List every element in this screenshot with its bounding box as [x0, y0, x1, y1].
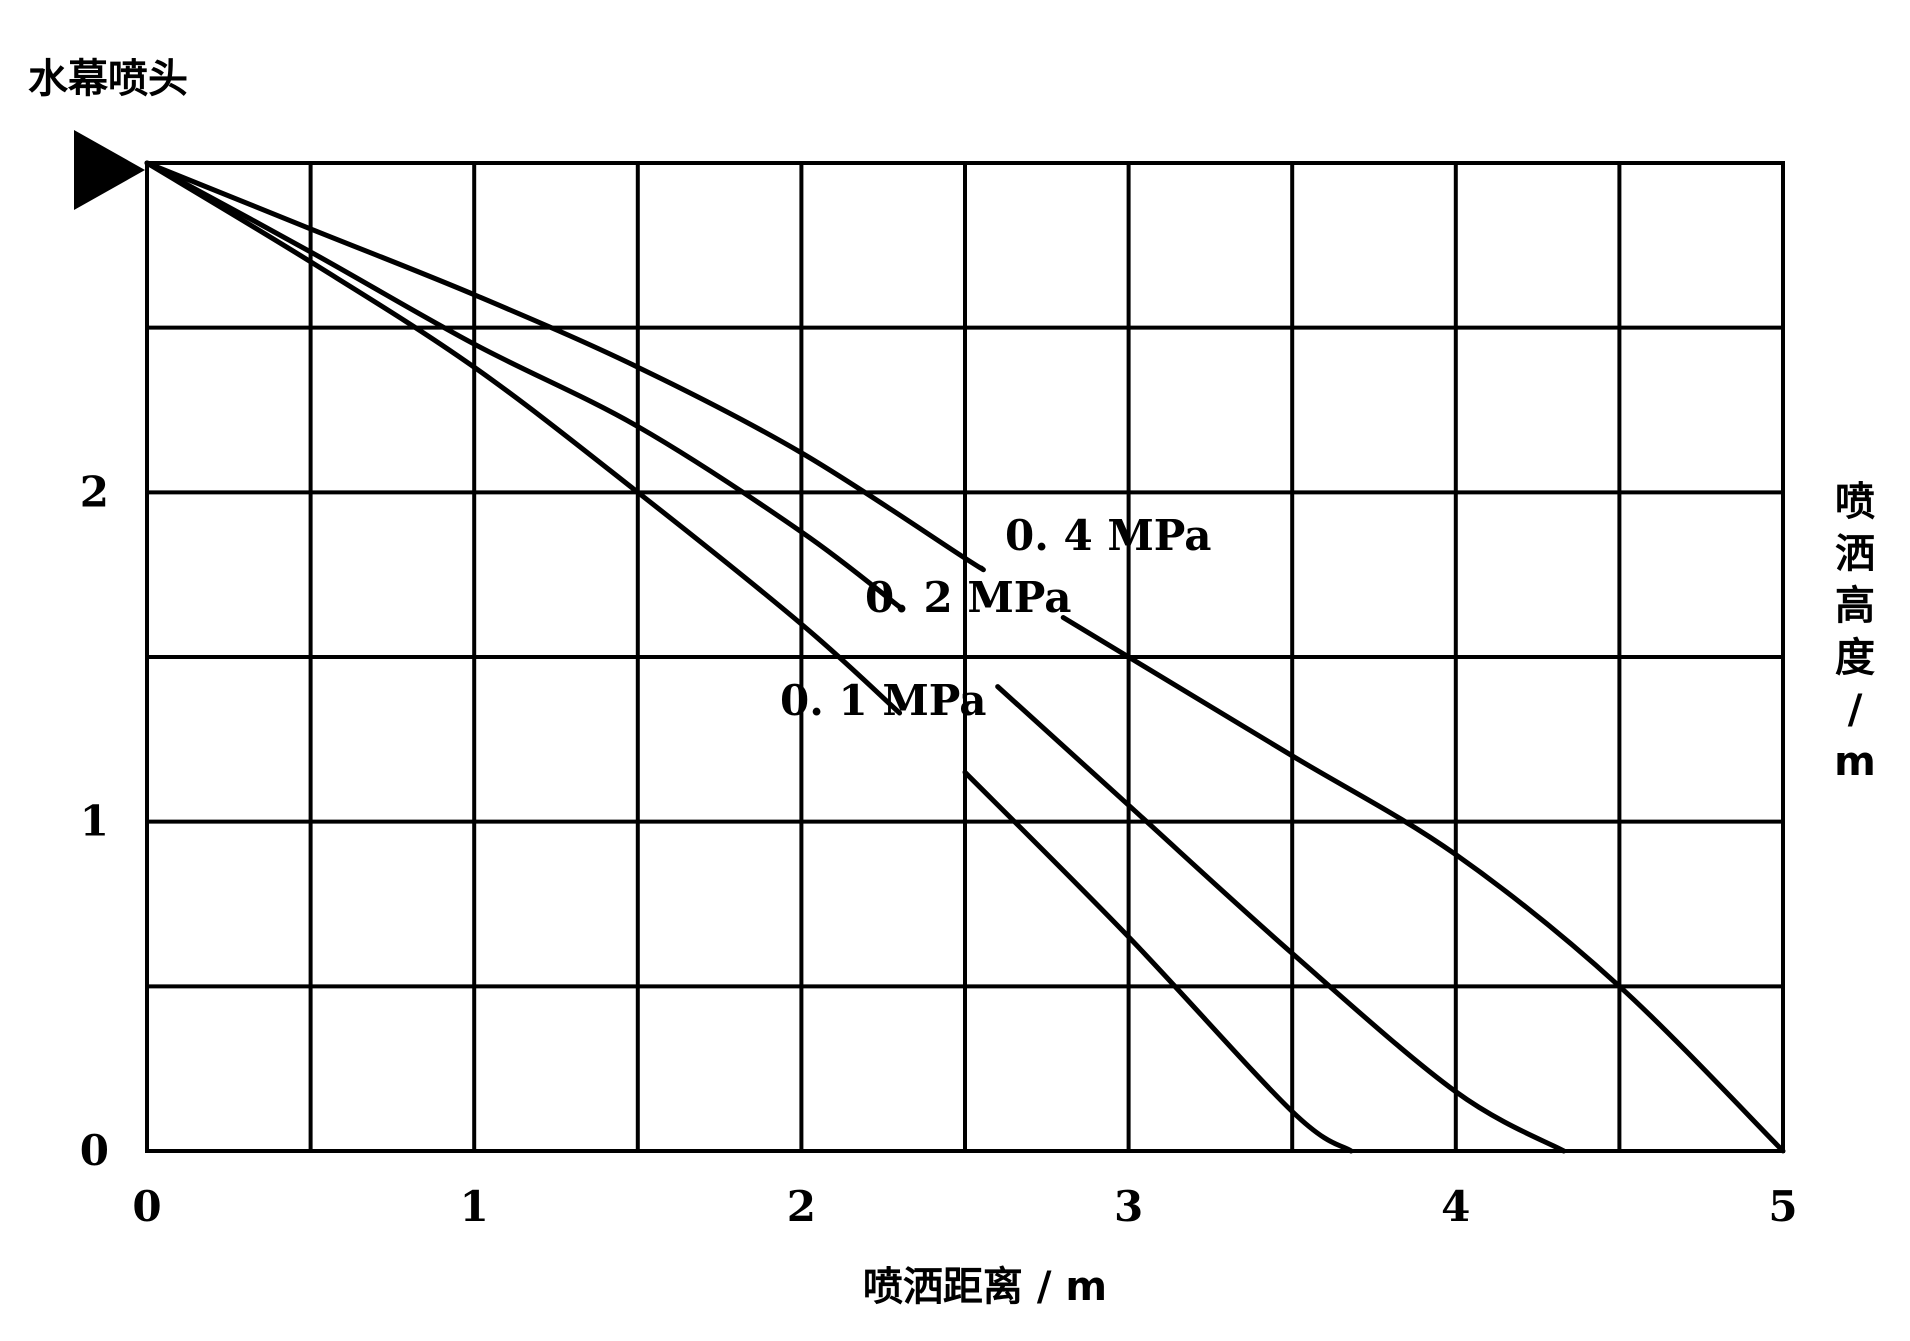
y-tick-label: 2: [80, 467, 109, 516]
series-line-segment: [995, 684, 1567, 1154]
series-line-segment: [1060, 615, 1786, 1154]
y-tick-label: 1: [80, 797, 109, 846]
curve-layer: [144, 160, 1786, 1154]
label-layer: 0. 4 MPa 0. 2 MPa 0. 1 MPa: [780, 511, 1211, 725]
x-tick-label: 4: [1441, 1182, 1470, 1231]
y-axis-label-char: 喷: [1835, 479, 1875, 525]
nozzle-label: 水幕喷头: [28, 56, 188, 102]
nozzle-icon: [74, 130, 145, 210]
y-axis-label-char: 度: [1835, 635, 1875, 681]
x-tick-label: 2: [787, 1182, 816, 1231]
series-line-segment: [144, 160, 986, 573]
x-tick-label: 5: [1768, 1182, 1797, 1231]
series-line-segment: [962, 769, 1354, 1154]
series-label: 0. 4 MPa: [1005, 511, 1211, 560]
x-tick-label: 3: [1114, 1182, 1143, 1231]
tick-layer: 0123450123: [80, 138, 1798, 1231]
y-axis-label-char: 高: [1835, 583, 1875, 629]
y-tick-label: 0: [80, 1126, 109, 1175]
x-tick-label: 0: [132, 1182, 161, 1231]
series-line-segment: [144, 160, 903, 610]
series-label: 0. 2 MPa: [865, 573, 1071, 622]
y-axis-label-char: m: [1834, 739, 1876, 785]
series-line-segment: [144, 160, 903, 716]
x-axis-label: 喷洒距离 / m: [863, 1264, 1107, 1310]
plot-frame: [145, 161, 1785, 1153]
y-axis-label-char: /: [1848, 687, 1863, 733]
plot-grid: [145, 161, 1785, 1153]
y-axis-label-char: 洒: [1835, 531, 1875, 577]
x-tick-label: 1: [460, 1182, 489, 1231]
series-label: 0. 1 MPa: [780, 676, 986, 725]
